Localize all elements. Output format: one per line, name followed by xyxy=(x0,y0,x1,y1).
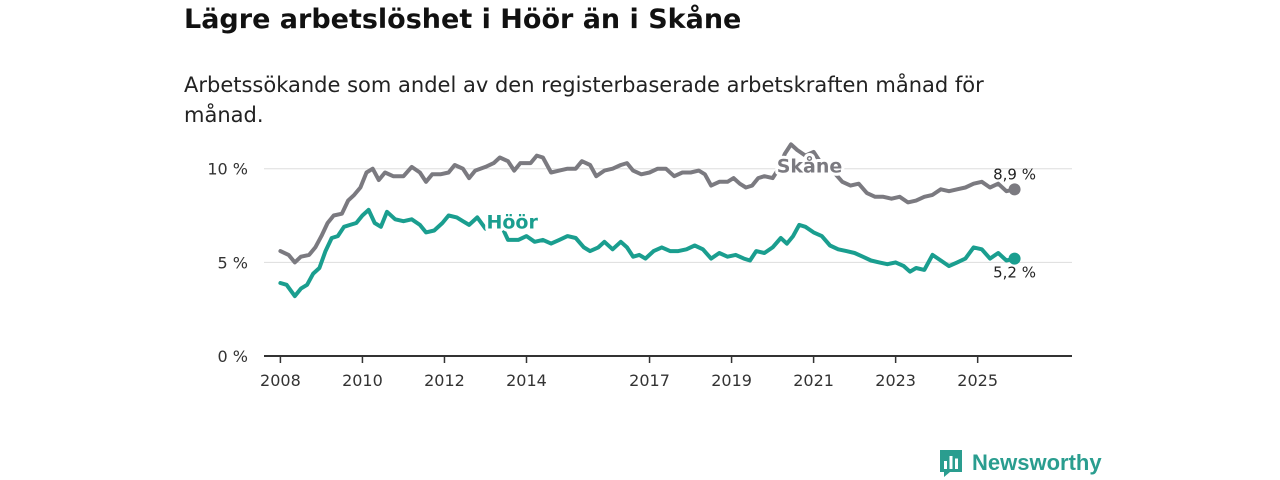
chart-subtitle: Arbetssökande som andel av den registerb… xyxy=(184,73,984,127)
series-labels: 8,9 % 5,2 % Skåne Höör xyxy=(483,150,1036,282)
brand-name: Newsworthy xyxy=(972,450,1102,475)
x-tick-label: 2014 xyxy=(506,371,547,390)
x-axis-ticks: 2008 2010 2012 2014 2017 2019 2021 2023 2025 xyxy=(260,356,998,390)
end-value-label: 8,9 % xyxy=(993,165,1036,183)
end-value-label: 5,2 % xyxy=(993,264,1036,282)
series-label-hoor: Höör xyxy=(486,212,538,234)
x-tick-label: 2010 xyxy=(342,371,383,390)
series-label-skane: Skåne xyxy=(777,153,843,177)
newsworthy-logo[interactable]: Newsworthy xyxy=(938,448,1102,478)
bar-chart-logo-icon xyxy=(940,450,962,477)
series-lines xyxy=(278,142,1021,299)
end-point-hoor xyxy=(1008,252,1021,265)
line-chart: 0 %5 %10 % 2008 2010 2012 2014 2017 2019 2021 2… xyxy=(207,142,1072,390)
x-tick-label: 2021 xyxy=(793,371,834,390)
x-tick-label: 2008 xyxy=(260,371,301,390)
y-tick-label: 0 % xyxy=(218,347,248,366)
chart-title: Lägre arbetslöshet i Höör än i Skåne xyxy=(184,4,742,35)
series-line-skane xyxy=(278,142,1017,265)
end-point-skane xyxy=(1008,183,1021,196)
series-line-hoor xyxy=(278,207,1017,299)
x-tick-label: 2012 xyxy=(424,371,465,390)
x-tick-label: 2019 xyxy=(711,371,752,390)
x-tick-label: 2017 xyxy=(629,371,670,390)
y-tick-label: 10 % xyxy=(207,160,248,179)
x-tick-label: 2023 xyxy=(875,371,916,390)
y-axis-ticks: 0 % 5 % 10 % xyxy=(207,160,248,366)
y-tick-label: 5 % xyxy=(218,253,248,272)
x-tick-label: 2025 xyxy=(957,371,998,390)
